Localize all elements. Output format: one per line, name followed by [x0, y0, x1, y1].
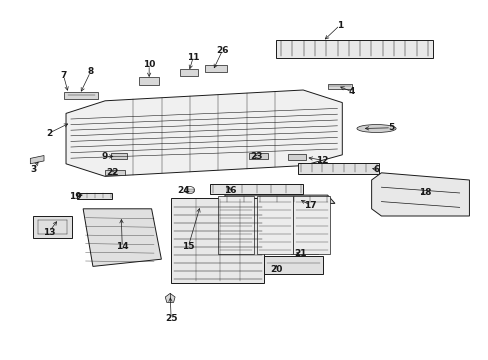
- Polygon shape: [165, 293, 175, 302]
- Polygon shape: [287, 154, 305, 160]
- Text: 14: 14: [116, 242, 128, 251]
- Text: 13: 13: [42, 228, 55, 237]
- Polygon shape: [298, 163, 378, 174]
- Text: 10: 10: [142, 60, 155, 69]
- Text: 3: 3: [30, 165, 36, 174]
- Polygon shape: [30, 156, 44, 164]
- Polygon shape: [185, 189, 193, 192]
- Text: 26: 26: [216, 46, 228, 55]
- Text: 15: 15: [182, 242, 194, 251]
- Polygon shape: [217, 196, 254, 254]
- Polygon shape: [63, 92, 98, 99]
- Polygon shape: [110, 153, 127, 159]
- Polygon shape: [327, 84, 351, 89]
- Text: 9: 9: [102, 152, 108, 161]
- Text: 16: 16: [223, 186, 236, 195]
- Text: 20: 20: [269, 266, 282, 274]
- Polygon shape: [264, 256, 322, 274]
- Text: 18: 18: [418, 188, 431, 197]
- Polygon shape: [105, 170, 124, 175]
- Polygon shape: [77, 193, 112, 199]
- Text: 2: 2: [46, 129, 52, 138]
- Polygon shape: [256, 196, 293, 254]
- Text: 8: 8: [87, 68, 93, 77]
- Text: 23: 23: [250, 152, 263, 161]
- Polygon shape: [276, 40, 432, 58]
- Polygon shape: [171, 198, 264, 283]
- Polygon shape: [371, 173, 468, 216]
- Polygon shape: [139, 77, 159, 85]
- Polygon shape: [83, 209, 161, 266]
- Polygon shape: [66, 90, 342, 176]
- Text: 21: 21: [294, 249, 306, 258]
- Polygon shape: [205, 65, 227, 72]
- Text: 22: 22: [106, 168, 119, 177]
- Text: 6: 6: [373, 165, 379, 174]
- Text: 11: 11: [186, 53, 199, 62]
- Polygon shape: [180, 69, 198, 76]
- Text: 5: 5: [387, 123, 393, 132]
- Polygon shape: [210, 184, 303, 194]
- Text: 25: 25: [164, 314, 177, 323]
- Polygon shape: [224, 195, 334, 203]
- Text: 7: 7: [60, 71, 67, 80]
- Text: 4: 4: [348, 87, 355, 96]
- Text: 17: 17: [304, 201, 316, 210]
- Text: 12: 12: [316, 156, 328, 165]
- Text: 1: 1: [336, 21, 342, 30]
- Polygon shape: [293, 196, 329, 254]
- Text: 19: 19: [69, 192, 82, 201]
- Text: 24: 24: [177, 186, 189, 195]
- Ellipse shape: [356, 125, 395, 132]
- Polygon shape: [249, 153, 267, 159]
- Polygon shape: [33, 216, 72, 238]
